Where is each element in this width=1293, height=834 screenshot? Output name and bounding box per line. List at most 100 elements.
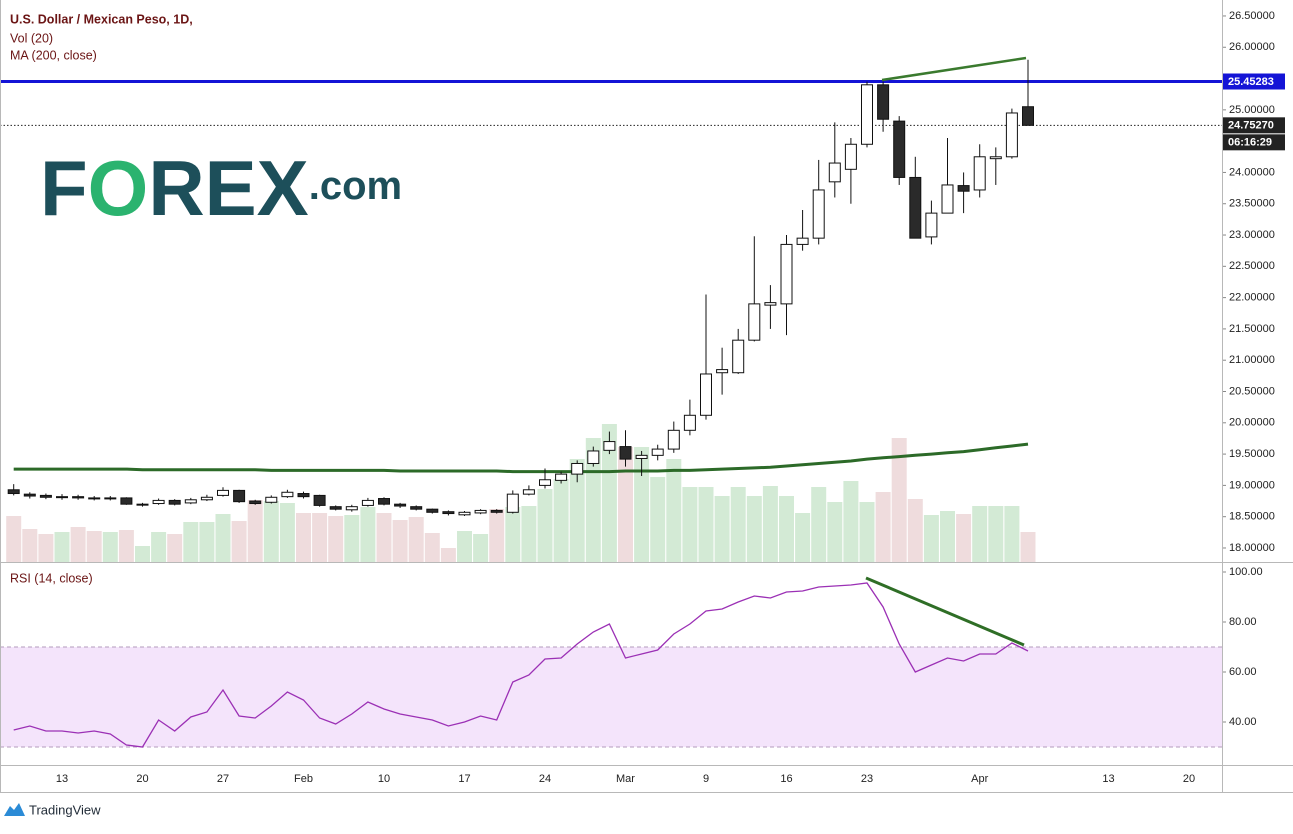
y-tick-label: 80.00 bbox=[1229, 616, 1257, 628]
x-tick-label: 10 bbox=[378, 773, 390, 785]
volume-bar bbox=[956, 514, 972, 562]
volume-bar bbox=[54, 532, 70, 562]
candle-body bbox=[152, 499, 165, 505]
y-tick-label: 40.00 bbox=[1229, 716, 1257, 728]
volume-bar bbox=[618, 447, 633, 562]
y-tick-label: 25.00000 bbox=[1229, 104, 1275, 116]
y-tick-label: 20.00000 bbox=[1229, 417, 1275, 429]
y-tick-label: 26.00000 bbox=[1229, 41, 1275, 53]
volume-bar bbox=[457, 531, 472, 562]
volume-bar bbox=[585, 438, 601, 562]
volume-bar bbox=[151, 532, 167, 562]
candle-body bbox=[603, 441, 616, 451]
candle-body bbox=[490, 509, 503, 513]
y-tick-label: 20.50000 bbox=[1229, 385, 1275, 397]
candle-body bbox=[104, 497, 117, 500]
candle-body bbox=[748, 303, 761, 341]
y-tick-label: 23.50000 bbox=[1229, 198, 1275, 210]
volume-bar bbox=[505, 507, 521, 562]
chart-title: U.S. Dollar / Mexican Peso, 1D, bbox=[10, 12, 193, 26]
candle-body bbox=[378, 498, 390, 505]
y-tick-label: 22.00000 bbox=[1229, 292, 1275, 304]
candle-body bbox=[973, 156, 986, 191]
candle-body bbox=[442, 511, 455, 515]
volume-bar bbox=[650, 477, 666, 562]
volume-bar bbox=[424, 533, 440, 562]
y-tick-label: 19.00000 bbox=[1229, 479, 1275, 491]
candle-body bbox=[555, 473, 568, 481]
volume-bar bbox=[923, 515, 939, 562]
x-tick-label: 13 bbox=[1102, 773, 1114, 785]
rsi-band bbox=[0, 647, 1222, 747]
volume-bar bbox=[199, 522, 215, 562]
price-label: 24.75270 bbox=[1228, 120, 1274, 132]
candle-body bbox=[329, 506, 342, 510]
candle-body bbox=[587, 450, 600, 464]
volume-bar bbox=[102, 532, 118, 562]
x-tick-label: Mar bbox=[616, 773, 635, 785]
candle-body bbox=[200, 496, 213, 501]
volume-bar bbox=[279, 503, 295, 562]
watermark-logo: FOREX.com bbox=[40, 144, 402, 232]
volume-bar bbox=[183, 522, 199, 562]
volume-bar bbox=[569, 459, 585, 562]
volume-bar bbox=[263, 501, 279, 562]
candle-body bbox=[861, 84, 873, 145]
candle-body bbox=[168, 499, 181, 505]
candle-body bbox=[651, 448, 664, 456]
logo-part: O bbox=[88, 144, 149, 232]
candle-body bbox=[764, 302, 777, 306]
candle-body bbox=[635, 454, 648, 459]
volume-bar bbox=[875, 492, 891, 562]
price-label-box bbox=[1223, 117, 1285, 134]
volume-bar bbox=[215, 514, 231, 562]
candle-body bbox=[313, 494, 326, 506]
volume-bar bbox=[762, 486, 778, 562]
candle-body bbox=[426, 508, 439, 513]
moving-average-line bbox=[13, 442, 1029, 474]
volume-bar bbox=[972, 506, 988, 562]
volume-bar bbox=[891, 438, 907, 562]
price-label: 25.45283 bbox=[1228, 76, 1274, 88]
volume-bar bbox=[328, 516, 344, 562]
candle-body bbox=[539, 479, 551, 486]
volume-bar bbox=[940, 511, 955, 562]
front-layer: 18.00000 18.50000 19.00000 19.50000 20.00000… bbox=[56, 10, 1285, 785]
volume-bar bbox=[666, 459, 682, 562]
volume-bar bbox=[859, 502, 875, 562]
candle-body bbox=[925, 212, 938, 238]
volume-legend: Vol (20) bbox=[10, 31, 53, 45]
candle-body bbox=[474, 509, 487, 514]
candle-body bbox=[844, 143, 857, 170]
x-tick-label: 23 bbox=[861, 773, 873, 785]
candle-body bbox=[88, 497, 101, 500]
candle-body bbox=[217, 489, 229, 496]
price-label-box bbox=[1223, 73, 1285, 90]
rsi-line bbox=[13, 582, 1029, 748]
volume-bar bbox=[811, 487, 827, 562]
y-tick-label: 22.50000 bbox=[1229, 260, 1275, 272]
mid-layer bbox=[0, 59, 1222, 748]
rsi-legend: RSI (14, close) bbox=[10, 571, 93, 585]
volume-bar bbox=[601, 424, 617, 562]
candle-body bbox=[780, 243, 793, 305]
footer-icon bbox=[4, 803, 25, 816]
footer-logo: TradingView bbox=[4, 802, 101, 817]
volume-bar bbox=[682, 487, 698, 562]
volume-bar bbox=[312, 513, 328, 562]
candle-body bbox=[39, 494, 52, 498]
candle-body bbox=[249, 500, 262, 505]
candle-body bbox=[410, 506, 423, 510]
y-tick-label: 21.50000 bbox=[1229, 323, 1275, 335]
volume-bar bbox=[537, 489, 553, 562]
price-label: 06:16:29 bbox=[1228, 137, 1272, 149]
candle-body bbox=[7, 489, 20, 495]
candle-body bbox=[361, 499, 374, 506]
volume-bar bbox=[634, 447, 650, 562]
y-tick-label: 18.00000 bbox=[1229, 542, 1275, 554]
price-label-box bbox=[1223, 134, 1285, 151]
volume-bar bbox=[296, 513, 311, 562]
candle-body bbox=[1022, 106, 1034, 126]
candle-body bbox=[989, 156, 1002, 160]
volume-bar bbox=[22, 529, 38, 562]
